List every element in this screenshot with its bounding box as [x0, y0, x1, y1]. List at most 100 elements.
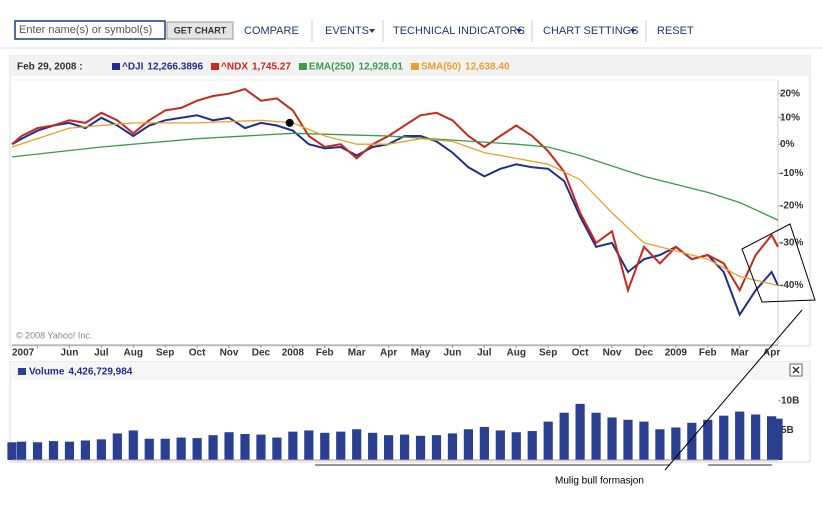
volume-bar [192, 438, 202, 460]
y-tick-label: 0% [780, 139, 795, 150]
volume-bar [591, 412, 601, 460]
x-tick-label: Dec [635, 348, 654, 359]
volume-bar [559, 412, 569, 460]
legend-bar [10, 56, 810, 76]
volume-bar [112, 433, 122, 460]
volume-bar [415, 435, 426, 460]
x-tick-label: Feb [699, 348, 717, 359]
legend-swatch [18, 368, 26, 375]
annotation-shape [741, 223, 816, 303]
volume-bar [543, 421, 553, 460]
volume-bar [256, 434, 266, 460]
volume-bar [479, 426, 489, 460]
legend-swatch [112, 63, 120, 70]
x-tick-label: Mar [731, 348, 749, 359]
x-tick-label: Dec [252, 348, 271, 359]
volume-bar [463, 429, 474, 460]
technical-indicators-button[interactable]: TECHNICAL INDICATORS [393, 25, 525, 37]
legend-value: 12,266.3896 [147, 62, 203, 73]
volume-bar [16, 441, 27, 460]
search-placeholder: Enter name(s) or symbol(s) [19, 24, 152, 36]
x-tick-label: Nov [220, 348, 239, 359]
volume-bar [447, 433, 458, 460]
volume-bar [240, 434, 250, 460]
search-input[interactable] [14, 20, 166, 40]
volume-bar [128, 430, 138, 460]
legend-name: EMA(250) [309, 62, 355, 73]
legend-value: 12,928.01 [359, 62, 404, 73]
series-line [11, 132, 779, 221]
x-tick-label: 2008 [282, 348, 305, 359]
volume-bar [304, 430, 314, 460]
x-tick-label: Oct [572, 348, 589, 359]
volume-bar [176, 437, 186, 460]
dropdown-arrow [369, 29, 375, 33]
x-tick-label: Feb [316, 348, 334, 359]
x-tick-label: May [411, 348, 431, 359]
volume-bar [48, 441, 59, 460]
y-tick-label: -30% [780, 238, 803, 249]
chart-settings-button[interactable]: CHART SETTINGS [543, 25, 639, 37]
series-line [11, 119, 779, 287]
x-tick-label: Jul [94, 348, 109, 359]
volume-bar [655, 429, 665, 460]
close-icon [792, 366, 800, 374]
volume-bar [80, 440, 91, 460]
y-tick-label: -40% [780, 280, 803, 291]
volume-bar [623, 419, 633, 460]
legend-name: ^DJI [122, 62, 144, 73]
volume-bar [144, 438, 154, 460]
y-tick-label: 10B [781, 396, 799, 407]
series-line [11, 88, 779, 294]
volume-bar [224, 432, 234, 460]
volume-bar [208, 435, 218, 460]
x-tick-label: Nov [603, 348, 622, 359]
volume-bar [160, 438, 170, 460]
x-tick-label: Jun [61, 348, 79, 359]
volume-bar [288, 431, 298, 460]
volume-bar [96, 439, 106, 460]
y-tick-label: -20% [780, 201, 803, 212]
x-tick-label: Jul [477, 348, 492, 359]
legend-name: SMA(50) [421, 62, 461, 73]
volume-bar [773, 418, 783, 460]
volume-bar [511, 432, 521, 460]
volume-bar [272, 437, 282, 460]
x-tick-label: Aug [124, 348, 143, 359]
volume-bar [368, 432, 378, 460]
compare-button[interactable]: COMPARE [244, 25, 299, 37]
volume-bar [431, 435, 442, 460]
x-tick-label: Oct [189, 348, 206, 359]
get-chart-button[interactable] [166, 21, 234, 40]
y-tick-label: 10% [780, 112, 800, 123]
volume-bar [336, 431, 346, 460]
legend-date: Feb 29, 2008 : [17, 62, 83, 73]
get-chart-label: GET CHART [174, 25, 227, 35]
legend-name: ^NDX [221, 62, 248, 73]
annotation-pointer [664, 309, 803, 471]
x-tick-label: Apr [380, 348, 397, 359]
volume-bar [352, 429, 362, 460]
main-panel [9, 55, 811, 347]
dropdown-arrow [516, 29, 522, 33]
x-tick-label: Sep [539, 348, 557, 359]
volume-bar [527, 431, 537, 460]
volume-bar [751, 414, 761, 460]
volume-bar [399, 434, 410, 460]
volume-bar [495, 430, 505, 460]
volume-bar [10, 362, 810, 380]
volume-bar [735, 411, 745, 460]
date-marker [285, 118, 294, 127]
x-tick-label: Jun [444, 348, 462, 359]
x-tick-label: 2007 [12, 348, 35, 359]
volume-value: 4,426,729,984 [68, 367, 132, 378]
dropdown-arrow [630, 29, 636, 33]
events-button[interactable]: EVENTS [325, 25, 369, 37]
x-tick-label: Sep [156, 348, 174, 359]
volume-bar [7, 442, 17, 460]
annotation-text: Mulig bull formasjon [555, 476, 644, 487]
reset-button[interactable]: RESET [657, 25, 694, 37]
volume-bar [64, 441, 75, 460]
